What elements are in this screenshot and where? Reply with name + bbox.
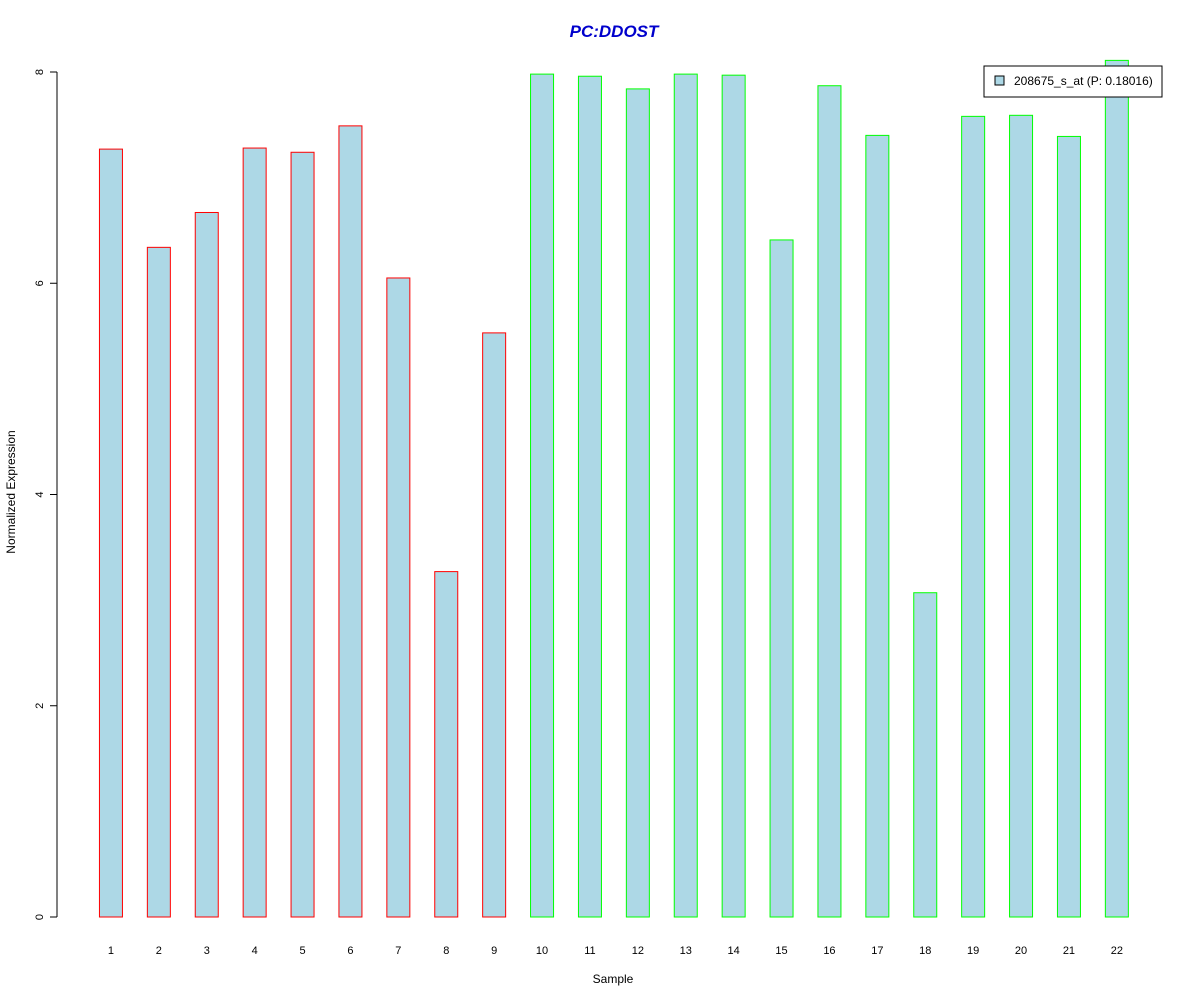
x-tick-label: 12: [632, 945, 644, 957]
bar-sample-20: [1009, 114, 1034, 918]
bar-sample-8: [434, 571, 459, 918]
x-tick-label: 5: [299, 945, 305, 957]
x-tick-labels: 1 2 3 4 5 6 7 8 9 10 11 12 13 14 15 16 17 18 19 20 21 22: [108, 945, 1123, 957]
bar-sample-10: [530, 73, 555, 918]
y-axis: 0 2 4 6 8: [34, 69, 58, 920]
x-tick-label: 13: [680, 945, 692, 957]
bar-sample-14: [721, 74, 746, 918]
x-tick-label: 2: [156, 945, 162, 957]
bar-sample-19: [961, 115, 986, 918]
bar-sample-15: [769, 239, 794, 918]
x-tick-label: 1: [108, 945, 114, 957]
x-axis-label: Sample: [593, 972, 634, 986]
bar-sample-9: [482, 332, 507, 918]
bar-sample-1: [98, 148, 123, 918]
bar-sample-18: [913, 592, 938, 918]
x-tick-label: 18: [919, 945, 931, 957]
x-tick-label: 7: [395, 945, 401, 957]
bar-sample-13: [673, 73, 698, 918]
bar-sample-5: [290, 151, 315, 918]
bar-sample-12: [625, 88, 650, 918]
y-axis-label: Normalized Expression: [4, 430, 18, 553]
y-tick-label: 2: [34, 703, 46, 709]
bar-sample-22: [1104, 59, 1129, 918]
y-tick-label: 8: [34, 69, 46, 75]
bar-sample-16: [817, 85, 842, 918]
legend: 208675_s_at (P: 0.18016): [983, 65, 1163, 98]
x-tick-label: 11: [584, 945, 595, 957]
x-tick-label: 17: [871, 945, 883, 957]
bar-sample-2: [146, 246, 171, 918]
x-tick-label: 19: [967, 945, 979, 957]
legend-label: 208675_s_at (P: 0.18016): [1014, 74, 1153, 88]
bar-sample-11: [577, 75, 602, 918]
bar-sample-4: [242, 147, 267, 918]
y-tick-label: 0: [34, 914, 46, 920]
x-tick-label: 8: [443, 945, 449, 957]
legend-swatch: [994, 75, 1005, 86]
y-tick-label: 6: [34, 280, 46, 286]
x-tick-label: 4: [252, 945, 258, 957]
bars: [98, 59, 1129, 918]
bar-sample-3: [194, 211, 219, 918]
x-tick-label: 9: [491, 945, 497, 957]
x-tick-label: 3: [204, 945, 210, 957]
bar-sample-6: [338, 125, 363, 918]
x-tick-label: 15: [775, 945, 787, 957]
x-tick-label: 6: [347, 945, 353, 957]
x-tick-label: 16: [823, 945, 835, 957]
x-tick-label: 21: [1063, 945, 1075, 957]
y-tick-label: 4: [34, 491, 46, 497]
x-tick-label: 10: [536, 945, 548, 957]
legend-box: [983, 65, 1163, 98]
x-tick-label: 20: [1015, 945, 1027, 957]
bar-sample-21: [1056, 135, 1081, 918]
bar-sample-7: [386, 277, 411, 918]
bar-sample-17: [865, 134, 890, 918]
x-tick-label: 22: [1111, 945, 1123, 957]
x-tick-label: 14: [728, 945, 740, 957]
chart-title: PC:DDOST: [570, 22, 660, 41]
